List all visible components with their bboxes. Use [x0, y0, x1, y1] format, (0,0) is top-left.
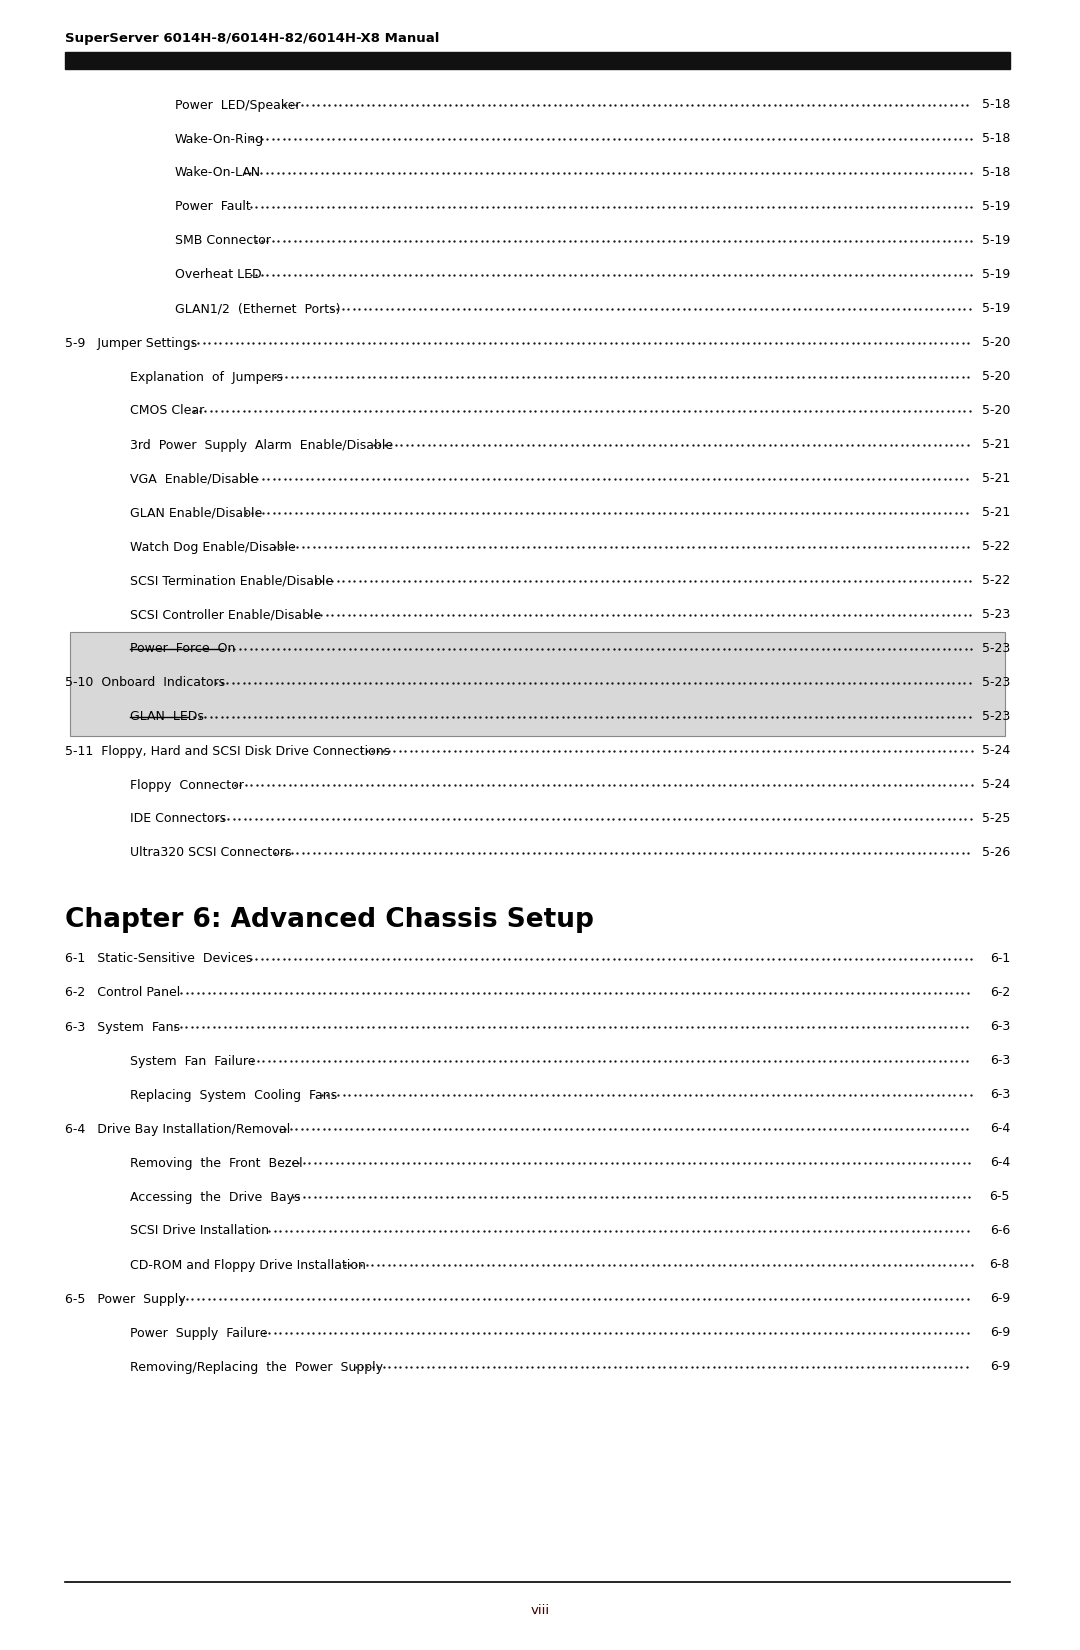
- Text: SCSI Controller Enable/Disable: SCSI Controller Enable/Disable: [130, 609, 321, 622]
- Text: 6-5   Power  Supply: 6-5 Power Supply: [65, 1292, 186, 1305]
- Text: Overheat LED: Overheat LED: [175, 269, 261, 282]
- Text: 5-22: 5-22: [982, 574, 1010, 587]
- Text: 5-21: 5-21: [982, 439, 1010, 452]
- Text: 5-24: 5-24: [982, 744, 1010, 757]
- Text: 5-19: 5-19: [982, 201, 1010, 213]
- Text: Power  LED/Speaker: Power LED/Speaker: [175, 99, 300, 112]
- Text: Wake-On-Ring: Wake-On-Ring: [175, 132, 265, 145]
- Text: 6-4   Drive Bay Installation/Removal: 6-4 Drive Bay Installation/Removal: [65, 1122, 291, 1135]
- Text: 6-1: 6-1: [989, 952, 1010, 965]
- Text: Removing  the  Front  Bezel: Removing the Front Bezel: [130, 1157, 302, 1170]
- Text: 5-20: 5-20: [982, 404, 1010, 417]
- Text: 5-23: 5-23: [982, 609, 1010, 622]
- Text: 5-11  Floppy, Hard and SCSI Disk Drive Connections: 5-11 Floppy, Hard and SCSI Disk Drive Co…: [65, 744, 390, 757]
- Text: Power  Supply  Failure: Power Supply Failure: [130, 1327, 268, 1340]
- Text: CMOS Clear: CMOS Clear: [130, 404, 204, 417]
- Text: 3rd  Power  Supply  Alarm  Enable/Disable: 3rd Power Supply Alarm Enable/Disable: [130, 439, 393, 452]
- Text: 6-2: 6-2: [989, 987, 1010, 1000]
- Text: 5-22: 5-22: [982, 541, 1010, 553]
- Text: viii: viii: [530, 1604, 550, 1617]
- Text: 6-4: 6-4: [989, 1122, 1010, 1135]
- Text: 5-18: 5-18: [982, 167, 1010, 180]
- Text: SCSI Termination Enable/Disable: SCSI Termination Enable/Disable: [130, 574, 333, 587]
- Bar: [70, 632, 1005, 736]
- Text: Power  Fault: Power Fault: [175, 201, 251, 213]
- Text: 6-6: 6-6: [989, 1224, 1010, 1238]
- Text: IDE Connectors: IDE Connectors: [130, 812, 226, 825]
- Text: 5-20: 5-20: [982, 371, 1010, 383]
- Text: 5-19: 5-19: [982, 302, 1010, 315]
- Text: 5-26: 5-26: [982, 846, 1010, 860]
- Text: 5-21: 5-21: [982, 472, 1010, 485]
- Text: 6-9: 6-9: [989, 1327, 1010, 1340]
- Text: 6-3: 6-3: [989, 1089, 1010, 1102]
- Text: Chapter 6: Advanced Chassis Setup: Chapter 6: Advanced Chassis Setup: [65, 908, 594, 932]
- Text: 6-9: 6-9: [989, 1361, 1010, 1373]
- Text: 5-18: 5-18: [982, 132, 1010, 145]
- Text: 5-10  Onboard  Indicators: 5-10 Onboard Indicators: [65, 676, 225, 690]
- Text: VGA  Enable/Disable: VGA Enable/Disable: [130, 472, 258, 485]
- Text: SMB Connector: SMB Connector: [175, 234, 271, 248]
- Text: 6-1   Static-Sensitive  Devices: 6-1 Static-Sensitive Devices: [65, 952, 253, 965]
- Text: Floppy  Connector: Floppy Connector: [130, 779, 244, 792]
- Text: Wake-On-LAN: Wake-On-LAN: [175, 167, 261, 180]
- Text: 6-4: 6-4: [989, 1157, 1010, 1170]
- Text: 5-23: 5-23: [982, 642, 1010, 655]
- Text: 6-3: 6-3: [989, 1054, 1010, 1068]
- Text: Explanation  of  Jumpers: Explanation of Jumpers: [130, 371, 283, 383]
- Text: Watch Dog Enable/Disable: Watch Dog Enable/Disable: [130, 541, 296, 553]
- Text: Power  Force  On: Power Force On: [130, 642, 235, 655]
- Text: 6-8: 6-8: [989, 1259, 1010, 1272]
- Text: GLAN Enable/Disable: GLAN Enable/Disable: [130, 507, 262, 520]
- Text: 5-23: 5-23: [982, 711, 1010, 723]
- Text: Removing/Replacing  the  Power  Supply: Removing/Replacing the Power Supply: [130, 1361, 383, 1373]
- Text: 5-21: 5-21: [982, 507, 1010, 520]
- Text: SuperServer 6014H-8/6014H-82/6014H-X8 Manual: SuperServer 6014H-8/6014H-82/6014H-X8 Ma…: [65, 31, 440, 45]
- Text: GLAN  LEDs: GLAN LEDs: [130, 711, 204, 723]
- Text: Accessing  the  Drive  Bays: Accessing the Drive Bays: [130, 1191, 300, 1203]
- Text: 5-23: 5-23: [982, 676, 1010, 690]
- Bar: [65, 53, 1010, 69]
- Text: 5-19: 5-19: [982, 234, 1010, 248]
- Text: 5-19: 5-19: [982, 269, 1010, 282]
- Text: 6-3: 6-3: [989, 1020, 1010, 1033]
- Text: 5-20: 5-20: [982, 337, 1010, 350]
- Text: 6-2   Control Panel: 6-2 Control Panel: [65, 987, 180, 1000]
- Text: 5-24: 5-24: [982, 779, 1010, 792]
- Text: GLAN1/2  (Ethernet  Ports): GLAN1/2 (Ethernet Ports): [175, 302, 340, 315]
- Text: 5-9   Jumper Settings: 5-9 Jumper Settings: [65, 337, 198, 350]
- Text: Replacing  System  Cooling  Fans: Replacing System Cooling Fans: [130, 1089, 337, 1102]
- Text: System  Fan  Failure: System Fan Failure: [130, 1054, 256, 1068]
- Text: 6-5: 6-5: [989, 1191, 1010, 1203]
- Text: 6-9: 6-9: [989, 1292, 1010, 1305]
- Text: 5-25: 5-25: [982, 812, 1010, 825]
- Text: SCSI Drive Installation: SCSI Drive Installation: [130, 1224, 269, 1238]
- Text: 5-18: 5-18: [982, 99, 1010, 112]
- Text: CD-ROM and Floppy Drive Installation: CD-ROM and Floppy Drive Installation: [130, 1259, 366, 1272]
- Text: Ultra320 SCSI Connectors: Ultra320 SCSI Connectors: [130, 846, 292, 860]
- Text: 6-3   System  Fans: 6-3 System Fans: [65, 1020, 180, 1033]
